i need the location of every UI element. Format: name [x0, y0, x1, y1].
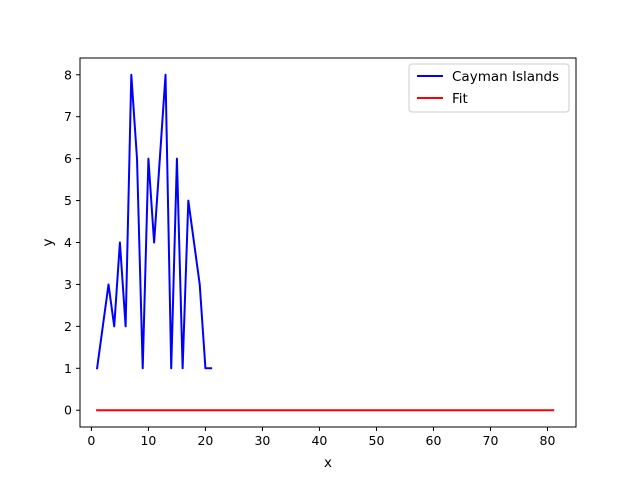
- y-tick-label: 7: [64, 109, 72, 124]
- legend-box: [408, 63, 570, 113]
- x-tick-label: 30: [254, 433, 270, 448]
- y-tick-label: 6: [64, 151, 72, 166]
- y-axis-label: y: [40, 239, 56, 247]
- y-tick-label: 3: [64, 277, 72, 292]
- x-tick-label: 0: [87, 433, 95, 448]
- y-tick-label: 8: [64, 67, 72, 82]
- x-tick-label: 40: [311, 433, 327, 448]
- x-tick-label: 80: [540, 433, 556, 448]
- series-line-0: [95, 73, 213, 370]
- x-axis-label: x: [324, 455, 332, 471]
- y-tick-label: 5: [64, 193, 72, 208]
- axes: 0 10 20 30 40 50 60 70 80 0 1 2 3 4 5 6 7 8: [64, 57, 577, 448]
- legend-label-0: Cayman Islands: [452, 69, 559, 85]
- y-tick-label: 4: [64, 235, 72, 250]
- x-tick-label: 60: [426, 433, 442, 448]
- x-tick-label: 20: [197, 433, 213, 448]
- y-tick-label: 1: [64, 361, 72, 376]
- plot-area: [95, 73, 555, 412]
- y-tick-label: 2: [64, 319, 72, 334]
- legend-label-1: Fit: [452, 91, 468, 107]
- legend: Cayman Islands Fit: [408, 63, 570, 113]
- y-tick-label: 0: [64, 403, 72, 418]
- x-tick-label: 70: [483, 433, 499, 448]
- x-tick-label: 10: [140, 433, 156, 448]
- x-tick-label: 50: [369, 433, 385, 448]
